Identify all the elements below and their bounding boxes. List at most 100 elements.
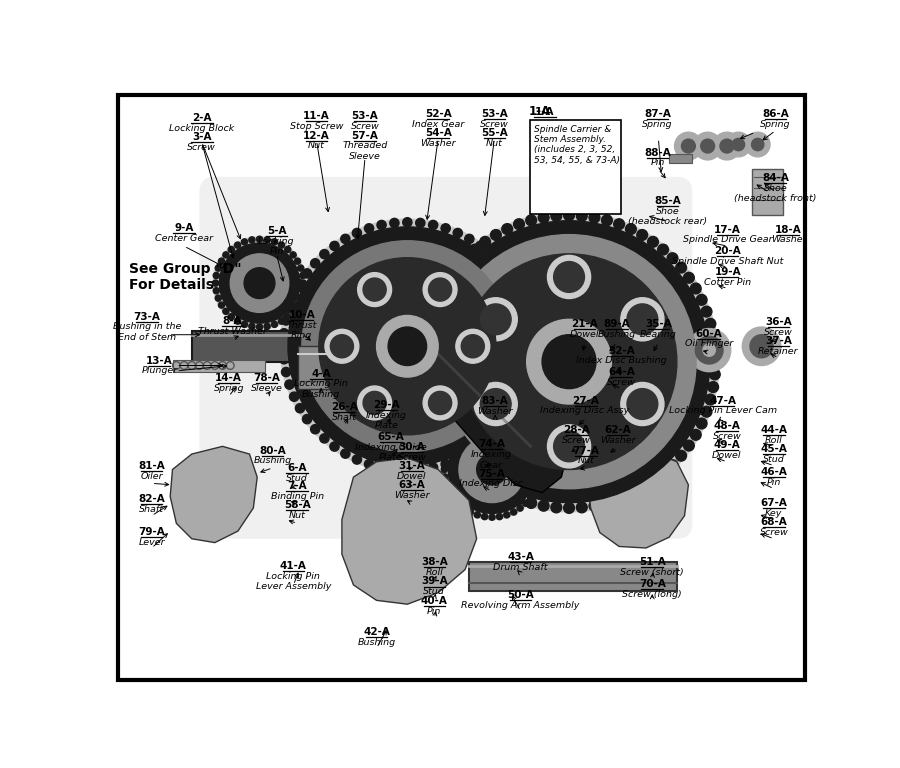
Circle shape [319, 258, 496, 435]
Text: Indexing Guide
Plate: Indexing Guide Plate [355, 442, 427, 462]
Circle shape [526, 355, 536, 364]
Text: Screw: Screw [607, 378, 635, 387]
Circle shape [235, 318, 240, 324]
Text: Roll: Roll [765, 435, 783, 445]
Circle shape [418, 356, 428, 367]
Circle shape [422, 319, 433, 329]
Text: Shaft: Shaft [140, 505, 164, 514]
Circle shape [330, 335, 354, 358]
Text: 58-A: 58-A [284, 500, 310, 510]
Circle shape [428, 220, 710, 502]
Circle shape [520, 380, 530, 389]
Text: Shoe
(headstock rear): Shoe (headstock rear) [628, 207, 707, 227]
Circle shape [688, 329, 731, 372]
Circle shape [547, 256, 590, 299]
Circle shape [376, 316, 438, 377]
Text: Center Gear: Center Gear [155, 233, 213, 243]
Text: 10-A: 10-A [289, 310, 315, 320]
Circle shape [377, 220, 386, 230]
Circle shape [294, 258, 301, 264]
Circle shape [301, 280, 307, 286]
Circle shape [637, 230, 648, 240]
Circle shape [298, 265, 304, 271]
Circle shape [284, 380, 294, 389]
Circle shape [526, 319, 611, 404]
Circle shape [290, 392, 299, 402]
Circle shape [464, 449, 474, 458]
Text: 84-A: 84-A [762, 173, 788, 183]
Text: 73-A: 73-A [134, 312, 160, 322]
Text: Bushing: Bushing [254, 456, 292, 465]
Circle shape [464, 234, 474, 243]
Circle shape [418, 343, 428, 354]
Text: 28-A: 28-A [563, 425, 590, 435]
Circle shape [526, 329, 536, 338]
FancyBboxPatch shape [173, 360, 265, 372]
Text: 40-A: 40-A [421, 596, 447, 606]
Text: Locking Block: Locking Block [169, 124, 234, 133]
Circle shape [658, 244, 669, 255]
Circle shape [279, 355, 289, 364]
Polygon shape [392, 316, 569, 492]
Text: Nut: Nut [486, 139, 503, 148]
Circle shape [697, 418, 707, 429]
Text: 50-A: 50-A [508, 591, 534, 601]
Text: 63-A: 63-A [399, 480, 426, 490]
Circle shape [229, 247, 234, 253]
Circle shape [526, 215, 536, 226]
Circle shape [427, 306, 437, 317]
Circle shape [480, 476, 491, 487]
Text: 52-A: 52-A [425, 109, 452, 119]
Text: 53-A: 53-A [481, 109, 508, 119]
Circle shape [601, 498, 612, 508]
Text: 13-A: 13-A [146, 356, 173, 366]
Circle shape [576, 210, 587, 221]
Text: 27-A: 27-A [572, 396, 599, 406]
Circle shape [517, 428, 523, 434]
Text: 46-A: 46-A [760, 467, 788, 477]
Circle shape [388, 327, 427, 366]
Text: Washer: Washer [599, 435, 635, 445]
Circle shape [215, 265, 221, 271]
Circle shape [352, 455, 362, 464]
Text: 80-A: 80-A [259, 445, 286, 455]
Circle shape [713, 132, 741, 160]
Text: 45-A: 45-A [760, 444, 788, 454]
Circle shape [694, 132, 722, 160]
Circle shape [452, 262, 463, 273]
Circle shape [461, 254, 677, 469]
Circle shape [474, 511, 481, 518]
Text: 57-A: 57-A [352, 131, 378, 141]
Text: 51-A: 51-A [639, 558, 666, 568]
Circle shape [213, 273, 220, 279]
Circle shape [455, 432, 462, 439]
Text: 9-A: 9-A [175, 223, 194, 233]
Circle shape [502, 223, 513, 234]
Circle shape [442, 234, 696, 488]
Circle shape [284, 303, 294, 313]
Circle shape [272, 239, 277, 245]
Circle shape [532, 445, 537, 451]
Circle shape [444, 273, 454, 283]
Circle shape [295, 404, 304, 413]
Text: Oiler: Oiler [140, 472, 163, 481]
Circle shape [248, 323, 255, 329]
Circle shape [467, 509, 473, 515]
Circle shape [229, 313, 234, 319]
Circle shape [461, 335, 484, 358]
Circle shape [284, 247, 291, 253]
Circle shape [720, 139, 733, 153]
Text: Cotter Pin: Cotter Pin [704, 278, 752, 286]
Text: 54-A: 54-A [425, 128, 452, 138]
Circle shape [244, 268, 274, 299]
Text: Screw: Screw [187, 143, 216, 152]
Circle shape [282, 316, 291, 325]
Text: Screw: Screw [480, 120, 508, 129]
Polygon shape [342, 458, 477, 604]
Text: 39-A: 39-A [421, 577, 447, 587]
Text: 32-A: 32-A [608, 346, 634, 356]
Circle shape [448, 425, 536, 513]
Text: Screw: Screw [760, 528, 788, 537]
Text: 85-A: 85-A [654, 196, 681, 206]
Circle shape [676, 450, 687, 461]
